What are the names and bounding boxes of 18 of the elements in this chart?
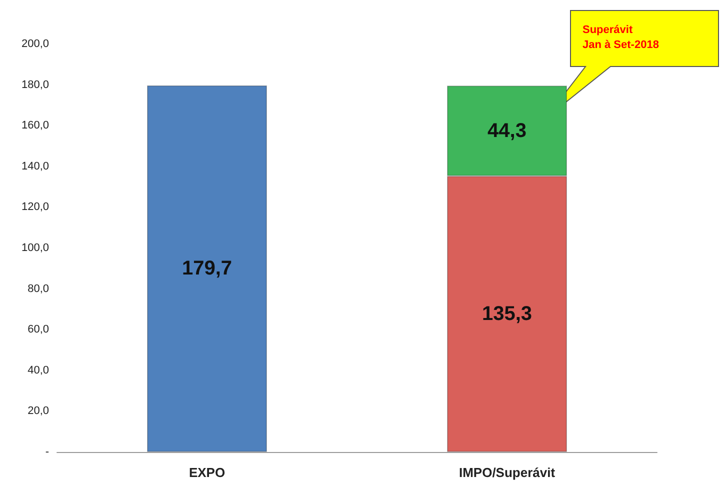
y-tick-label: 160,0 <box>21 120 49 132</box>
x-tick-label: IMPO/Superávit <box>458 465 556 480</box>
y-tick-label: 80,0 <box>28 282 49 295</box>
x-tick-label: EXPO <box>188 465 226 480</box>
y-tick-label: 20,0 <box>28 405 49 418</box>
y-tick-label: - <box>45 446 50 458</box>
data-label: 44,3 <box>488 120 526 142</box>
annotation: Superávit Jan à Set-2018 <box>582 24 659 51</box>
y-tick-label: 200,0 <box>21 38 49 50</box>
data-label: 179,7 <box>182 258 232 280</box>
y-tick-label: 180,0 <box>21 78 49 91</box>
y-tick-label: 100,0 <box>21 242 49 254</box>
y-tick-label: 60,0 <box>28 324 49 336</box>
y-tick-label: 140,0 <box>21 160 49 172</box>
data-label: 135,3 <box>482 302 532 325</box>
bar <box>147 85 267 452</box>
y-tick-label: 40,0 <box>28 364 49 376</box>
y-tick-label: 120,0 <box>21 201 49 214</box>
